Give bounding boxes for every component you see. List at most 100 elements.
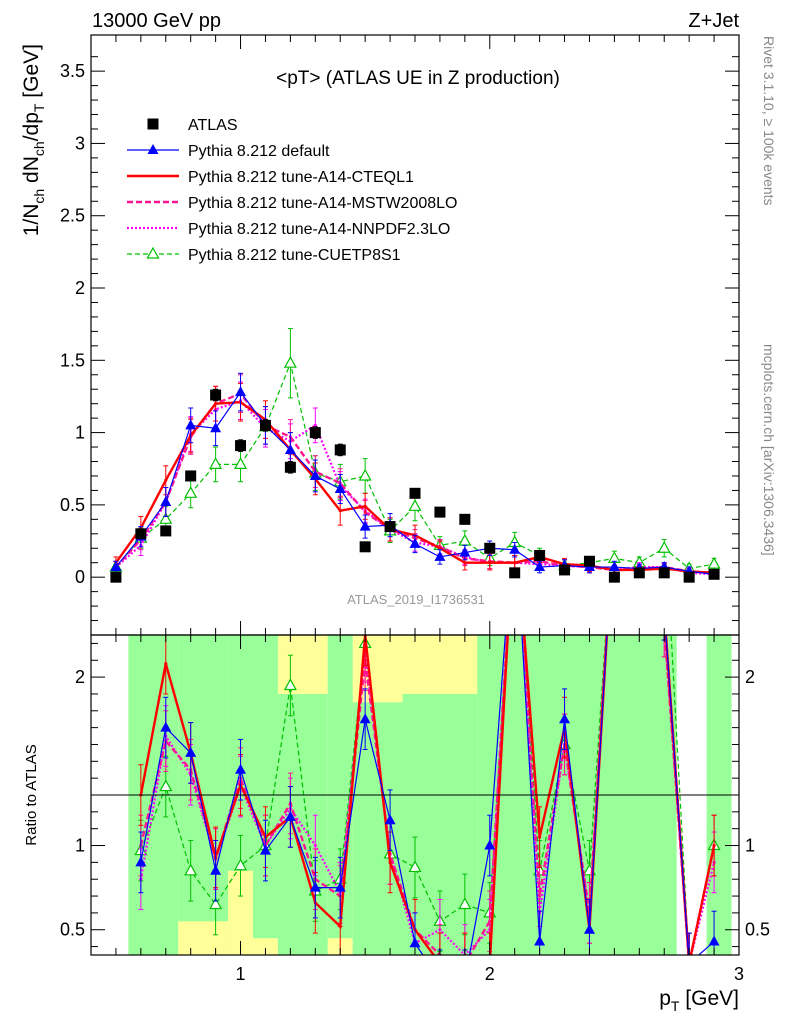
main-point-data <box>235 440 247 452</box>
main-point-cteql1 <box>463 561 467 565</box>
main-point-cuetp8s1 <box>209 457 223 469</box>
ratio-ytick-label-right: 1 <box>745 836 755 856</box>
ratio-band-yellow <box>253 938 278 955</box>
ratio-point-default <box>135 856 147 867</box>
main-point-cteql1 <box>164 478 168 482</box>
ratio-line-cteql1 <box>139 635 716 955</box>
main-point-data <box>110 571 122 583</box>
ratio-point-default <box>160 721 172 732</box>
main-point-default <box>534 561 546 572</box>
x-axis-label: pT [GeV] <box>659 987 739 1014</box>
plot-title: <pT> (ATLAS UE in Z production) <box>276 68 560 89</box>
ratio-point-default <box>409 937 421 948</box>
main-point-data <box>608 571 620 583</box>
main-point-cuetp8s1 <box>358 468 372 481</box>
ratio-y-axis-label: Ratio to ATLAS <box>23 744 40 845</box>
ratio-point-cteql1 <box>388 860 392 864</box>
ratio-point-cteql1 <box>712 843 716 848</box>
main-point-data <box>359 541 371 553</box>
beam-label: 13000 GeV pp <box>92 10 221 32</box>
main-point-data <box>534 549 546 561</box>
ratio-point-default <box>259 844 271 855</box>
main-y-axis-label-text: 1/Nch dNch/dpT [GeV] <box>20 44 47 236</box>
ratio-band-yellow <box>277 635 328 694</box>
legend-label: ATLAS <box>188 117 238 134</box>
ratio-point-cuetp8s1 <box>159 779 173 792</box>
main-point-data <box>409 487 421 499</box>
ratio-point-default <box>359 713 371 724</box>
main-point-default <box>235 386 247 397</box>
main-point-data <box>509 567 521 579</box>
main-point-data <box>459 513 471 525</box>
legend-item-data: ATLAS <box>147 117 238 134</box>
legend-label: Pythia 8.212 tune-A14-CTEQL1 <box>188 169 414 186</box>
ratio-point-default <box>384 814 396 825</box>
legend-label: Pythia 8.212 tune-CUETP8S1 <box>188 247 401 264</box>
main-point-default <box>608 561 620 572</box>
legend-swatch-marker <box>146 246 160 259</box>
ratio-point-cuetp8s1 <box>209 897 223 910</box>
main-point-data <box>384 521 396 533</box>
main-ytick-label: 3 <box>75 133 85 153</box>
ratio-point-mstw <box>538 894 542 898</box>
legend-swatch-marker <box>147 144 159 154</box>
main-point-cteql1 <box>488 561 492 565</box>
main-point-data <box>160 525 172 537</box>
ratio-point-default <box>484 839 496 850</box>
ratio-point-cuetp8s1 <box>184 863 198 876</box>
legend-item-cteql1: Pythia 8.212 tune-A14-CTEQL1 <box>127 169 414 186</box>
ratio-point-cuetp8s1 <box>408 860 422 873</box>
main-y-axis-label: 1/Nch dNch/dpT [GeV] <box>20 44 47 236</box>
ratio-ytick-label-right: 2 <box>745 667 755 687</box>
main-point-cuetp8s1 <box>707 556 721 569</box>
main-point-default <box>185 419 197 430</box>
main-series-data <box>110 388 720 583</box>
main-point-data <box>284 461 296 473</box>
x-tick-label: 3 <box>734 964 744 984</box>
ratio-ytick-label-left: 0.5 <box>60 920 85 940</box>
ratio-point-mstw <box>488 919 492 923</box>
ratio-point-default <box>583 923 595 934</box>
legend-swatch-marker <box>147 118 159 130</box>
ratio-point-default <box>235 763 247 774</box>
main-point-default <box>509 543 521 554</box>
legend-item-nnpdf: Pythia 8.212 tune-A14-NNPDF2.3LO <box>127 221 450 238</box>
ratio-point-cteql1 <box>538 835 542 839</box>
ratio-axes: 0.5 0.5 1 1 2 2 1 2 3 <box>60 635 770 984</box>
legend-item-mstw: Pythia 8.212 tune-A14-MSTW2008LO <box>127 195 457 212</box>
ratio-point-cuetp8s1 <box>234 858 248 871</box>
main-ytick-label: 2 <box>75 278 85 298</box>
rivet-version-label: Rivet 3.1.10, ≥ 100k events <box>761 36 777 206</box>
main-point-cuetp8s1 <box>657 541 671 553</box>
ratio-line-cuetp8s1 <box>140 635 715 955</box>
ratio-point-default <box>185 746 197 757</box>
ratio-series-group <box>134 635 721 955</box>
ratio-point-cteql1 <box>164 662 168 666</box>
main-point-cteql1 <box>513 561 517 565</box>
ratio-ytick-label-left: 1 <box>75 836 85 856</box>
main-point-default <box>284 443 296 454</box>
ratio-line-default <box>140 635 715 955</box>
main-point-default <box>409 537 421 548</box>
ratio-point-default <box>284 810 296 821</box>
main-point-data <box>309 427 321 439</box>
main-point-default <box>110 561 122 572</box>
ratio-point-default <box>210 864 222 875</box>
main-point-cuetp8s1 <box>283 355 297 368</box>
main-point-cteql1 <box>363 504 367 508</box>
main-ytick-label: 2.5 <box>60 206 85 226</box>
main-point-default <box>334 482 346 493</box>
main-point-default <box>359 520 371 531</box>
main-point-cteql1 <box>338 509 342 513</box>
main-ytick-label: 1.5 <box>60 350 85 370</box>
main-point-cuetp8s1 <box>234 457 248 469</box>
legend-label: Pythia 8.212 tune-A14-NNPDF2.3LO <box>188 221 450 238</box>
main-point-data <box>434 506 446 518</box>
main-point-cteql1 <box>214 402 218 406</box>
main-point-data <box>185 470 197 482</box>
main-axes: 0 0.5 1 1.5 2 2.5 3 3.5 <box>60 35 740 635</box>
main-point-default <box>160 495 172 506</box>
main-point-data <box>210 389 222 401</box>
main-ytick-label: 3.5 <box>60 61 85 81</box>
